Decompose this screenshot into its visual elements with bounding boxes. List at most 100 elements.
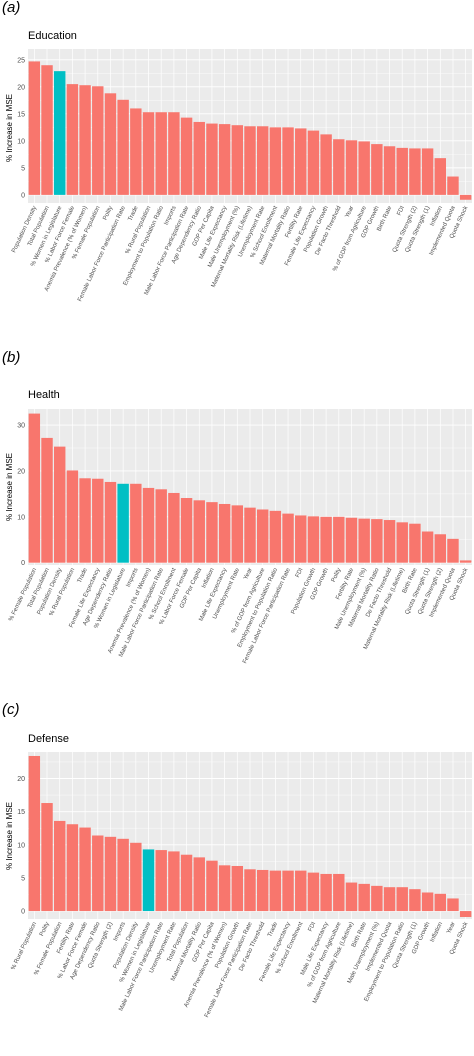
x-tick-label: FDI (307, 921, 318, 933)
bar (206, 123, 218, 195)
bar (333, 873, 345, 912)
panel-tag: (b) (2, 349, 20, 366)
bar (459, 560, 472, 563)
bar (282, 513, 294, 563)
bar (256, 509, 269, 563)
bar (231, 865, 244, 912)
y-axis-label: % Increase in MSE (5, 94, 14, 162)
bar (92, 478, 104, 563)
bar (193, 857, 205, 912)
panel-tag: (c) (2, 701, 20, 718)
bar (104, 93, 117, 195)
bar (371, 519, 383, 563)
bar (66, 84, 79, 195)
bar (409, 889, 421, 912)
bar (295, 870, 307, 912)
bar (256, 869, 269, 912)
bar (421, 148, 434, 195)
bar (434, 158, 446, 195)
y-axis-label: % Increase in MSE (5, 802, 14, 870)
bar (244, 507, 256, 563)
bar (371, 144, 383, 195)
bar (371, 885, 383, 912)
bar-highlight (117, 483, 129, 563)
bar (383, 520, 396, 563)
bar (282, 870, 294, 912)
bar (79, 478, 91, 563)
chart-panel-defense: (c) Defense 0 5 10 15 20 % Rural Population Poli… (2, 701, 472, 1019)
bar (358, 883, 370, 912)
bar (155, 850, 167, 912)
bar (206, 502, 218, 563)
x-tick-label: FDI (294, 567, 305, 579)
bar (434, 893, 446, 912)
bar (142, 487, 155, 563)
bar (130, 108, 142, 195)
bar (345, 882, 358, 912)
bar (320, 516, 332, 563)
bar (231, 125, 244, 195)
bar (180, 117, 193, 195)
chart-title: Education (28, 30, 77, 42)
bar (307, 130, 320, 195)
bar (383, 146, 396, 195)
y-tick-label: 20 (17, 776, 25, 783)
bar (307, 516, 320, 563)
bar (358, 518, 370, 563)
bar (28, 755, 41, 912)
bar (459, 911, 472, 918)
bar (79, 85, 91, 195)
bar (345, 517, 358, 563)
bar (28, 413, 41, 563)
bar (168, 851, 180, 912)
bar (256, 126, 269, 195)
bar (180, 498, 193, 563)
bar (358, 141, 370, 195)
y-tick-label: 5 (21, 875, 25, 882)
x-tick-label: Trade (127, 204, 140, 222)
y-tick-label: 10 (17, 514, 25, 521)
bar (282, 127, 294, 195)
y-tick-label: 5 (21, 165, 25, 172)
x-tick-label: Year (445, 921, 457, 935)
bar (92, 86, 104, 195)
x-tick-label: Year (242, 567, 254, 581)
bar (447, 538, 459, 563)
bar (320, 134, 332, 195)
bar (218, 503, 231, 563)
bar (168, 492, 180, 563)
y-tick-label: 10 (17, 842, 25, 849)
bar (193, 500, 205, 563)
panel-tag: (a) (2, 0, 20, 16)
bar (409, 523, 421, 563)
bar (130, 483, 142, 563)
bar (41, 437, 53, 563)
y-tick-label: 0 (21, 560, 25, 567)
bar-highlight (142, 849, 155, 912)
bar (421, 531, 434, 563)
bar (193, 121, 205, 195)
x-tick-label: Trade (76, 566, 89, 584)
x-tick-label: Year (344, 205, 356, 219)
bar (396, 522, 408, 563)
bar-highlight (54, 71, 66, 195)
bar (28, 61, 41, 195)
bar (409, 148, 421, 195)
bar (180, 854, 193, 912)
y-tick-label: 10 (17, 138, 25, 145)
bar (104, 481, 117, 563)
bar (320, 873, 332, 912)
chart-title: Health (28, 389, 60, 401)
x-tick-label: Polity (38, 920, 51, 937)
bar (218, 865, 231, 912)
bar (79, 827, 91, 912)
bar (231, 505, 244, 563)
x-tick-label: FDI (396, 205, 407, 217)
y-tick-label: 20 (17, 468, 25, 475)
bar (66, 824, 79, 912)
y-tick-label: 30 (17, 423, 25, 430)
bar (218, 124, 231, 195)
bar (66, 470, 79, 563)
